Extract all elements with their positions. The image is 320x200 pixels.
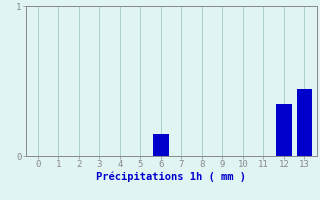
- Bar: [153, 134, 169, 156]
- Bar: [297, 88, 312, 156]
- X-axis label: Précipitations 1h ( mm ): Précipitations 1h ( mm ): [96, 172, 246, 182]
- Bar: [276, 104, 292, 156]
